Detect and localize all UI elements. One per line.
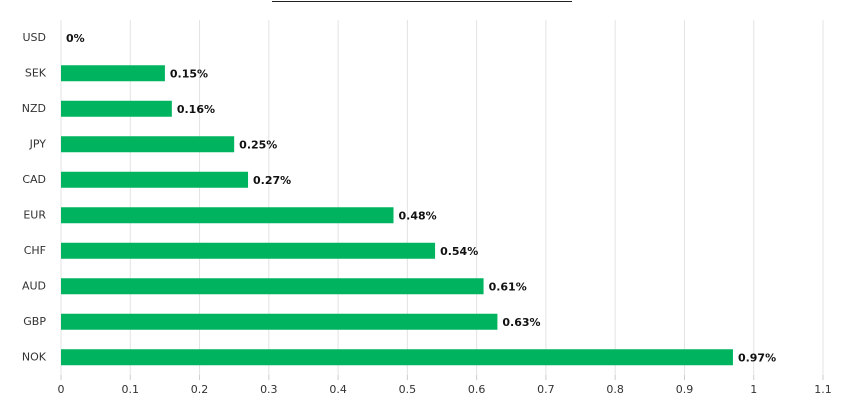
value-label: 0.27% bbox=[253, 174, 291, 187]
y-tick-label: USD bbox=[22, 31, 46, 44]
x-tick-label: 0.7 bbox=[537, 383, 555, 396]
x-tick-label: 0.2 bbox=[191, 383, 209, 396]
x-tick-label: 0.3 bbox=[260, 383, 278, 396]
value-label: 0.25% bbox=[239, 138, 277, 151]
bar bbox=[61, 171, 249, 188]
bar bbox=[61, 242, 436, 259]
y-tick-label: SEK bbox=[25, 66, 47, 79]
x-tick-label: 0.1 bbox=[122, 383, 140, 396]
x-tick-label: 0.5 bbox=[399, 383, 417, 396]
value-label: 0.15% bbox=[170, 67, 208, 80]
bar bbox=[61, 100, 172, 117]
x-tick-label: 1 bbox=[750, 383, 757, 396]
value-label: 0.54% bbox=[440, 245, 478, 258]
x-tick-label: 0.8 bbox=[606, 383, 624, 396]
x-tick-label: 0 bbox=[58, 383, 65, 396]
y-tick-label: EUR bbox=[23, 208, 46, 221]
y-tick-label: NOK bbox=[22, 350, 47, 363]
value-label: 0% bbox=[66, 32, 85, 45]
bar bbox=[61, 313, 498, 330]
x-tick-label: 0.4 bbox=[329, 383, 347, 396]
bar bbox=[61, 278, 484, 295]
y-tick-label: CAD bbox=[22, 173, 46, 186]
y-tick-label: GBP bbox=[23, 315, 46, 328]
bar bbox=[61, 349, 733, 366]
value-label: 0.48% bbox=[399, 209, 437, 222]
bar bbox=[61, 136, 235, 153]
bar bbox=[61, 65, 165, 82]
y-tick-label: CHF bbox=[24, 244, 46, 257]
value-label: 0.16% bbox=[177, 103, 215, 116]
bar bbox=[61, 207, 394, 224]
x-tick-label: 0.9 bbox=[676, 383, 694, 396]
y-tick-label: JPY bbox=[29, 137, 47, 150]
y-tick-label: AUD bbox=[22, 279, 46, 292]
x-tick-label: 0.6 bbox=[468, 383, 486, 396]
value-label: 0.63% bbox=[502, 316, 540, 329]
y-tick-label: NZD bbox=[22, 102, 46, 115]
value-label: 0.97% bbox=[738, 351, 776, 364]
value-label: 0.61% bbox=[489, 280, 527, 293]
x-tick-label: 1.1 bbox=[814, 383, 832, 396]
